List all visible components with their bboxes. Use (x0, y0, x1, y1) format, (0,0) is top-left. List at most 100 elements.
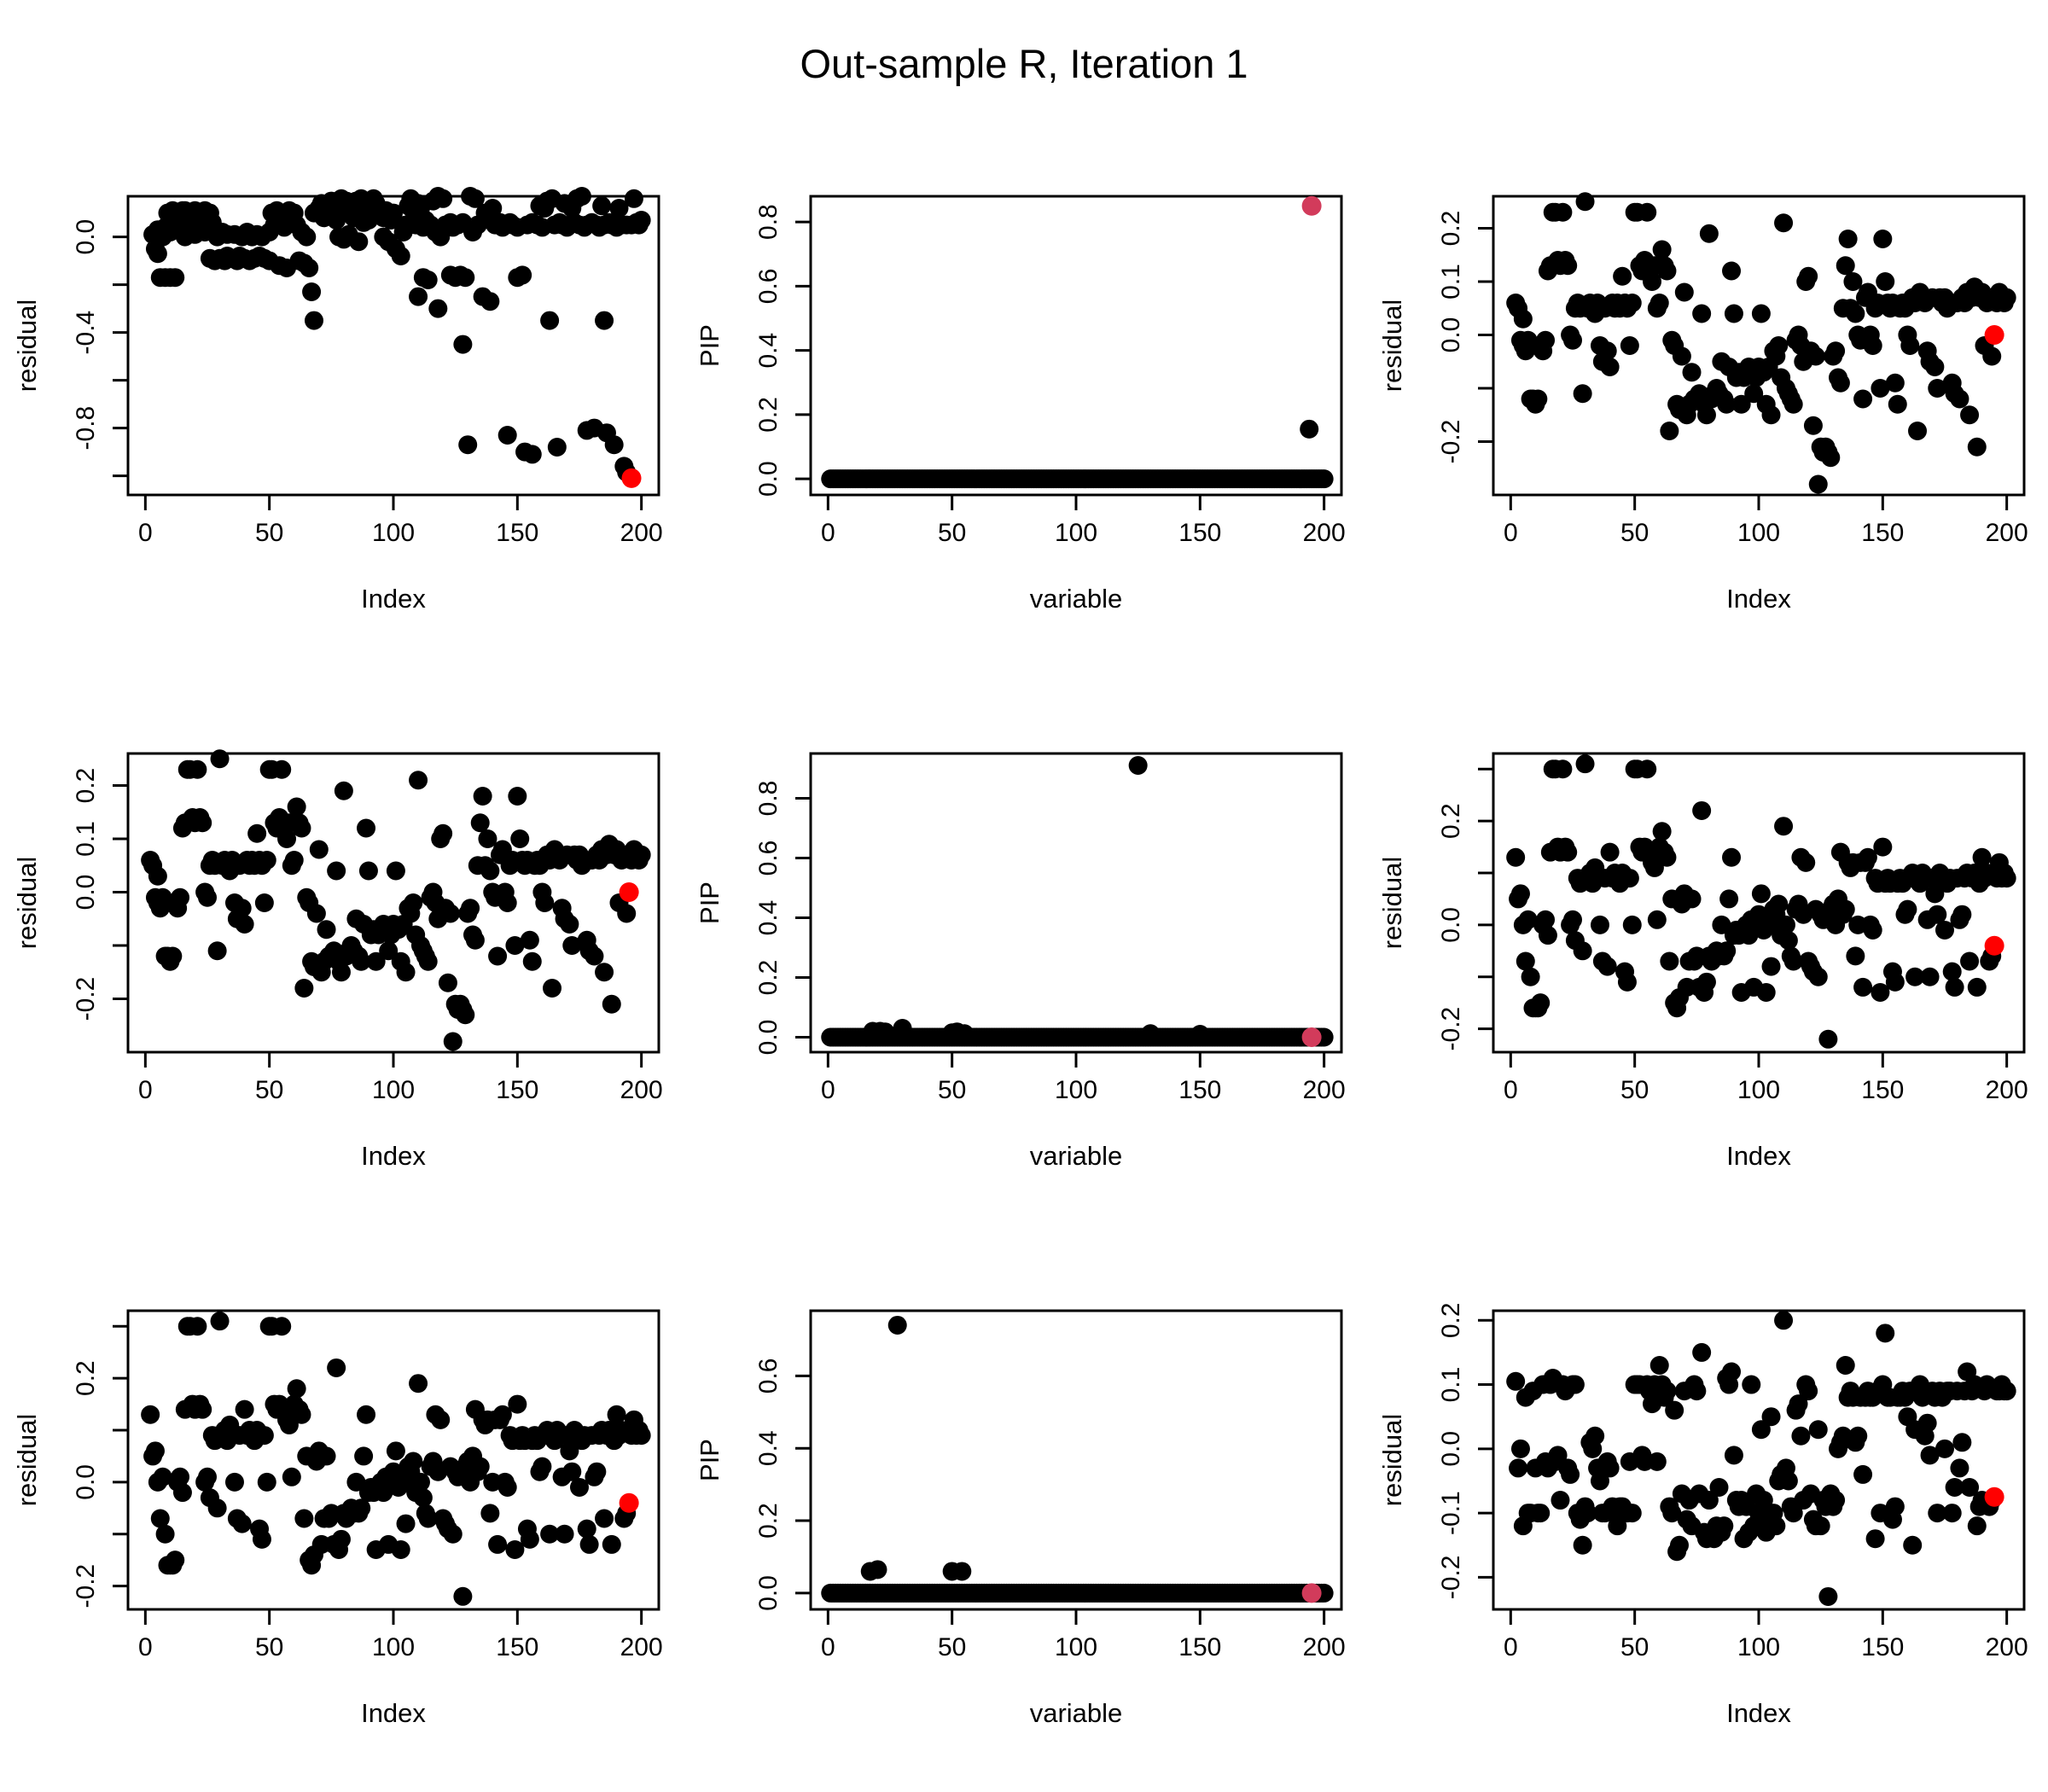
data-point (1190, 1025, 1210, 1044)
data-point (443, 1524, 463, 1544)
data-point (624, 189, 643, 208)
data-point (1561, 1464, 1580, 1484)
plot-box (809, 752, 1343, 1054)
y-tick-label: 0.4 (754, 333, 783, 369)
y-tick-label: 0.0 (72, 1464, 100, 1500)
data-point (354, 1446, 374, 1466)
data-point (1848, 1426, 1868, 1446)
y-tick-label: 0.6 (754, 1359, 783, 1394)
data-point (555, 1524, 574, 1544)
data-point (352, 1498, 371, 1518)
x-axis-title: variable (1030, 1141, 1123, 1171)
data-point (172, 1483, 192, 1503)
x-tick-label: 150 (1178, 1633, 1221, 1661)
data-point (1590, 1471, 1609, 1491)
data-point (1722, 261, 1742, 281)
highlight-point (619, 882, 639, 902)
scatter-plot-residual-1: 0 50 100 150 200 0.0 -0.4 -0.8 Index residual (12, 187, 663, 614)
data-point (1806, 346, 1825, 366)
data-point (1513, 309, 1533, 329)
scatter-plot-pip-3: 0 50 100 150 200 0.0 0.2 0.4 0.6 variable PIP (695, 1309, 1346, 1728)
data-point (602, 994, 621, 1014)
scatter-plot-pip-1: 0 50 100 150 200 0.0 0.2 0.4 0.6 0.8 variable PIP (695, 195, 1346, 614)
data-point (193, 1399, 212, 1419)
data-point (1699, 1491, 1719, 1510)
data-point (1692, 1342, 1712, 1362)
x-tick-label: 0 (821, 1633, 835, 1661)
data-point (1699, 224, 1719, 243)
x-tick-label: 150 (1178, 1076, 1221, 1104)
y-tick-label: -0.2 (72, 1564, 100, 1609)
data-point (1846, 304, 1865, 323)
data-point (535, 893, 555, 912)
data-point (440, 904, 460, 923)
data-point (540, 1524, 560, 1544)
data-point (294, 1509, 314, 1528)
data-point (1622, 294, 1642, 312)
data-point (1885, 1497, 1905, 1516)
data-point (595, 963, 614, 982)
data-point (1761, 957, 1781, 976)
data-point (488, 946, 508, 966)
data-point (1600, 358, 1620, 376)
data-point (1597, 341, 1617, 361)
data-point (1724, 1446, 1743, 1465)
x-tick-label: 200 (1303, 519, 1346, 547)
data-point (465, 189, 485, 208)
data-point (317, 920, 336, 940)
data-point (279, 1415, 299, 1434)
data-point (1935, 920, 1954, 940)
data-point (1783, 951, 1803, 971)
data-point (1709, 1477, 1729, 1497)
x-tick-label: 0 (1504, 519, 1518, 547)
x-tick-label: 100 (1055, 1633, 1097, 1661)
data-point (188, 1317, 207, 1336)
y-axis-title: PIP (695, 1439, 724, 1481)
data-point (1826, 1491, 1846, 1510)
data-point (294, 979, 314, 998)
data-point (1982, 346, 2002, 366)
data-point (461, 899, 480, 918)
data-point (357, 1405, 376, 1424)
data-point (1942, 1504, 1962, 1523)
data-point (595, 311, 614, 330)
data-point (334, 781, 353, 800)
data-point (287, 797, 306, 817)
data-point (1638, 759, 1657, 779)
data-point (560, 1441, 579, 1461)
data-point (497, 1477, 517, 1497)
data-point (1692, 800, 1712, 820)
data-point (193, 813, 212, 833)
data-point (1808, 1420, 1828, 1440)
data-point (386, 1441, 405, 1461)
data-point (1558, 256, 1578, 276)
data-point (631, 1426, 651, 1446)
data-point (609, 199, 629, 218)
data-point (210, 749, 230, 769)
data-point (604, 435, 624, 455)
points (821, 1315, 1334, 1603)
data-point (327, 861, 346, 881)
x-tick-label: 100 (1055, 519, 1097, 547)
y-tick-label: 0.2 (754, 397, 783, 433)
data-point (1972, 847, 1992, 867)
data-point (433, 823, 453, 843)
x-tick-label: 150 (1861, 519, 1904, 547)
data-point (346, 1472, 366, 1492)
y-tick-label: 0.1 (72, 821, 100, 857)
data-point (163, 946, 183, 966)
x-tick-label: 0 (138, 519, 153, 547)
data-point (409, 1374, 428, 1393)
data-point (1657, 847, 1677, 867)
data-point (465, 930, 485, 950)
data-point (480, 292, 500, 311)
x-tick-label: 50 (938, 1076, 966, 1104)
data-point (1536, 330, 1556, 350)
data-point (366, 951, 386, 971)
y-tick-label: 0.2 (72, 768, 100, 804)
highlight-point (1301, 1027, 1322, 1047)
x-tick-label: 150 (496, 1633, 538, 1661)
data-point (1652, 822, 1672, 841)
data-point (480, 861, 500, 881)
data-point (287, 1379, 306, 1399)
